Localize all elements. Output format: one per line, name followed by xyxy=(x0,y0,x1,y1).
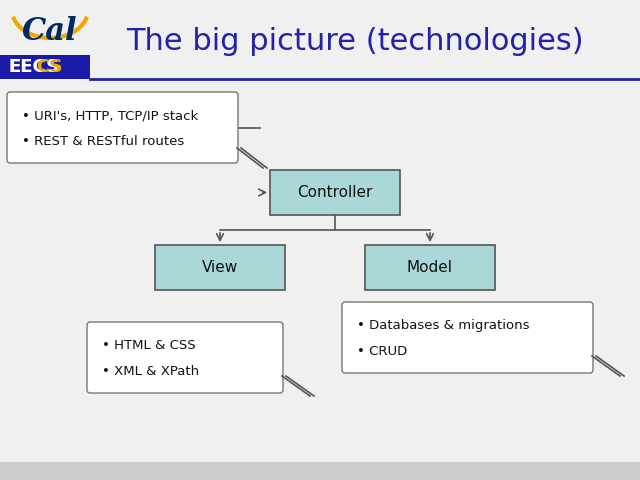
Text: • Databases & migrations: • Databases & migrations xyxy=(357,319,529,332)
Text: EECS: EECS xyxy=(8,58,59,76)
Text: The big picture (technologies): The big picture (technologies) xyxy=(126,27,584,57)
FancyBboxPatch shape xyxy=(270,170,400,215)
FancyBboxPatch shape xyxy=(0,55,90,79)
FancyBboxPatch shape xyxy=(342,302,593,373)
FancyBboxPatch shape xyxy=(0,0,640,80)
FancyBboxPatch shape xyxy=(365,245,495,290)
FancyBboxPatch shape xyxy=(7,92,238,163)
Text: • REST & RESTful routes: • REST & RESTful routes xyxy=(22,135,184,148)
Text: • CRUD: • CRUD xyxy=(357,345,407,358)
Text: • XML & XPath: • XML & XPath xyxy=(102,365,199,378)
Text: Model: Model xyxy=(407,260,453,275)
FancyBboxPatch shape xyxy=(155,245,285,290)
Text: • HTML & CSS: • HTML & CSS xyxy=(102,339,196,352)
Text: EE: EE xyxy=(8,58,33,76)
FancyBboxPatch shape xyxy=(0,0,100,78)
Text: CS: CS xyxy=(36,58,63,76)
FancyBboxPatch shape xyxy=(87,322,283,393)
Text: View: View xyxy=(202,260,238,275)
Text: Controller: Controller xyxy=(298,185,372,200)
Text: • URI's, HTTP, TCP/IP stack: • URI's, HTTP, TCP/IP stack xyxy=(22,109,198,122)
Text: Cal: Cal xyxy=(22,16,78,48)
FancyBboxPatch shape xyxy=(0,462,640,480)
